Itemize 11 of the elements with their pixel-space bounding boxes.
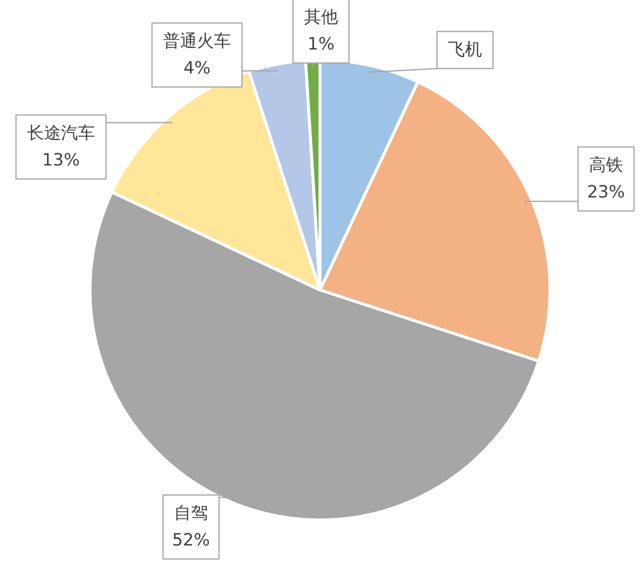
data-label: 13% xyxy=(42,150,80,170)
data-label: 1% xyxy=(308,34,334,54)
data-label: 52% xyxy=(172,530,210,550)
slice-label: 其他 xyxy=(304,8,338,28)
slice-label: 高铁 xyxy=(589,156,623,176)
slice-label: 长途汽车 xyxy=(27,124,95,144)
data-label: 4% xyxy=(184,58,210,78)
slice-label: 普通火车 xyxy=(163,32,231,52)
slice-label: 自驾 xyxy=(174,504,208,524)
data-label: 23% xyxy=(587,182,625,202)
slice-label: 飞机 xyxy=(448,40,482,60)
